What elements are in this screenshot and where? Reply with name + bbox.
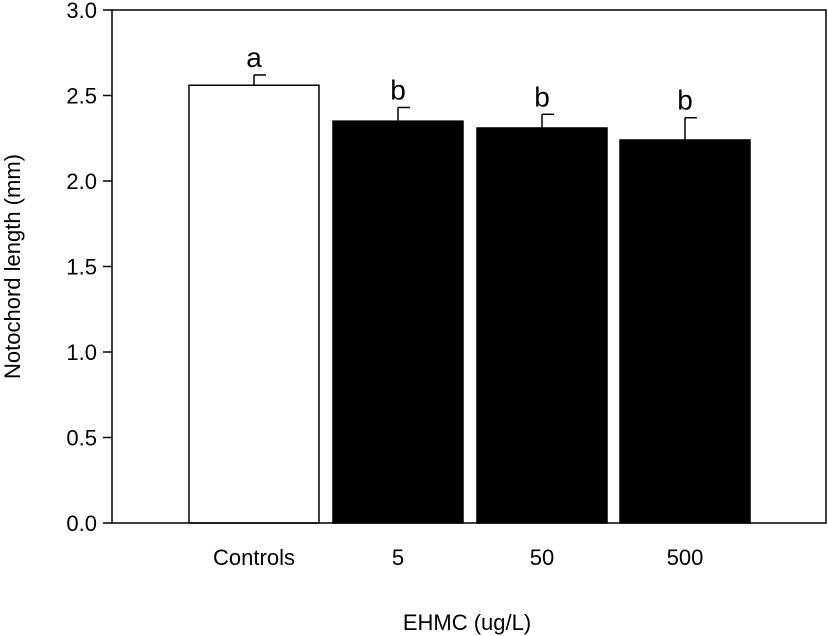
y-tick-label: 1.5 xyxy=(66,255,97,280)
bar xyxy=(188,84,320,524)
y-axis-title: Notochord length (mm) xyxy=(0,154,25,379)
y-tick-label: 2.0 xyxy=(66,169,97,194)
y-tick-label: 3.0 xyxy=(66,0,97,23)
y-tick-label: 2.5 xyxy=(66,84,97,109)
x-tick-label: 50 xyxy=(530,545,554,570)
x-tick-label: 500 xyxy=(667,545,704,570)
x-axis: Controls 5 50 500 xyxy=(213,545,703,570)
significance-label: a xyxy=(246,42,262,73)
x-tick-label: 5 xyxy=(392,545,404,570)
significance-label: b xyxy=(534,81,550,112)
bar xyxy=(476,127,608,524)
significance-label: b xyxy=(390,74,406,105)
bar xyxy=(332,120,464,524)
significance-label: b xyxy=(677,85,693,116)
y-axis: 0.0 0.5 1.0 1.5 2.0 2.5 3.0 xyxy=(66,0,112,536)
bars-layer xyxy=(188,84,751,524)
x-tick-label: Controls xyxy=(213,545,295,570)
error-bars-layer xyxy=(253,74,697,140)
x-axis-title: EHMC (ug/L) xyxy=(403,610,531,635)
y-tick-label: 0.5 xyxy=(66,426,97,451)
bar xyxy=(619,139,751,524)
y-tick-label: 1.0 xyxy=(66,340,97,365)
significance-labels-layer: a b b b xyxy=(246,42,693,116)
y-tick-label: 0.0 xyxy=(66,511,97,536)
